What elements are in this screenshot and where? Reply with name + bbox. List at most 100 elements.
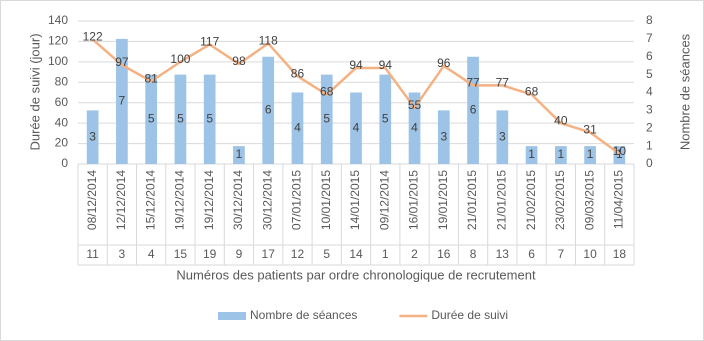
line-value-label: 77 xyxy=(466,76,480,90)
line-value-label: 55 xyxy=(408,98,422,112)
x-tick-label-2: 3 xyxy=(119,247,126,261)
bar xyxy=(320,74,333,164)
line-value-label: 77 xyxy=(496,76,510,90)
line-value-label: 68 xyxy=(320,85,334,99)
x-tick-label-2: 16 xyxy=(437,247,451,261)
bar-value-label: 5 xyxy=(323,111,330,125)
bar-value-label: 1 xyxy=(616,147,623,161)
y2-tick-label: 7 xyxy=(646,31,653,45)
x-tick-label: 15/12/2014 xyxy=(143,170,157,230)
x-tick-label: 09/12/2014 xyxy=(377,170,391,230)
bar xyxy=(145,74,158,164)
bar-value-label: 1 xyxy=(528,147,535,161)
bar xyxy=(525,146,538,164)
bar-value-label: 7 xyxy=(119,94,126,108)
y-tick-label: 80 xyxy=(55,74,69,88)
bar xyxy=(86,110,99,164)
bar xyxy=(467,56,479,164)
x-tick-label: 21/01/2015 xyxy=(465,170,479,230)
x-tick-label: 09/03/2015 xyxy=(582,170,596,230)
x-tick-label-2: 8 xyxy=(470,247,477,261)
line xyxy=(91,38,621,155)
bar xyxy=(408,92,421,164)
x-axis-title: Numéros des patients par ordre chronolog… xyxy=(176,267,536,282)
x-tick-label-2: 11 xyxy=(86,247,99,261)
x-tick-label: 08/12/2014 xyxy=(85,170,99,230)
x-tick-label-2: 19 xyxy=(203,247,217,261)
line-value-label: 100 xyxy=(170,52,190,66)
x-tick-label-2: 5 xyxy=(323,247,330,261)
y2-tick-label: 2 xyxy=(646,120,653,134)
x-tick-label: 19/01/2015 xyxy=(436,170,450,230)
bar-value-label: 3 xyxy=(89,129,96,143)
bar-value-label: 1 xyxy=(557,147,564,161)
x-tick-label: 30/12/2014 xyxy=(231,170,245,230)
x-tick-label: 14/01/2015 xyxy=(348,170,362,230)
x-tick-label: 07/01/2015 xyxy=(290,170,304,230)
line-value-label: 81 xyxy=(144,71,158,85)
y-tick-label: 140 xyxy=(48,13,68,27)
bar-value-label: 1 xyxy=(236,147,243,161)
x-tick-label-2: 14 xyxy=(349,247,363,261)
x-tick-label-2: 9 xyxy=(236,247,243,261)
x-tick-label: 16/01/2015 xyxy=(407,170,421,230)
bar xyxy=(262,56,275,164)
x-tick-label: 19/12/2014 xyxy=(202,170,216,230)
y-tick-label: 20 xyxy=(55,136,69,150)
line-value-label: 96 xyxy=(437,56,451,70)
line-value-label: 94 xyxy=(349,58,363,72)
x-tick-label: 23/02/2015 xyxy=(553,170,567,230)
y2-tick-label: 4 xyxy=(646,85,653,99)
x-tick-label-2: 2 xyxy=(411,247,418,261)
bar xyxy=(613,146,626,164)
y2-tick-label: 8 xyxy=(646,13,653,27)
bar-value-label: 4 xyxy=(294,120,301,134)
y-tick-label: 60 xyxy=(55,95,69,109)
line-value-label: 98 xyxy=(232,54,246,68)
bar-value-label: 3 xyxy=(440,129,447,143)
x-tick-label: 30/12/2014 xyxy=(260,170,274,230)
x-tick-label: 21/01/2015 xyxy=(494,170,508,230)
bar xyxy=(437,110,450,164)
bar-value-label: 4 xyxy=(411,120,418,134)
y-tick-label: 40 xyxy=(55,115,69,129)
legend-label: Nombre de séances xyxy=(250,308,357,322)
bar-value-label: 5 xyxy=(177,111,184,125)
y2-axis-title: Nombre de séances xyxy=(677,33,692,150)
line-value-label: 40 xyxy=(554,113,568,127)
bar xyxy=(350,92,362,164)
line-value-label: 86 xyxy=(291,66,305,80)
x-tick-label: 10/01/2015 xyxy=(319,170,333,230)
legend-swatch xyxy=(218,312,246,320)
legend-label: Durée de suivi xyxy=(431,308,508,322)
line-value-label: 68 xyxy=(525,85,539,99)
y-tick-label: 120 xyxy=(48,34,68,48)
x-tick-label-2: 13 xyxy=(496,247,510,261)
bar-value-label: 5 xyxy=(148,111,155,125)
x-tick-label-2: 7 xyxy=(557,247,564,261)
bar-value-label: 5 xyxy=(206,111,213,125)
y2-tick-label: 5 xyxy=(646,67,653,81)
x-tick-label-2: 6 xyxy=(528,247,535,261)
bar xyxy=(233,146,245,164)
bar-value-label: 4 xyxy=(353,120,360,134)
bar-value-label: 6 xyxy=(470,103,477,117)
x-tick-label-2: 17 xyxy=(262,247,276,261)
y2-tick-label: 6 xyxy=(646,49,653,63)
line-value-label: 31 xyxy=(583,123,597,137)
bar-value-label: 6 xyxy=(265,103,272,117)
x-tick-label-2: 12 xyxy=(291,247,305,261)
x-tick-label-2: 1 xyxy=(382,247,389,261)
x-tick-label: 19/12/2014 xyxy=(173,170,187,230)
x-tick-label-2: 15 xyxy=(174,247,188,261)
x-tick-label: 21/02/2015 xyxy=(524,170,538,230)
bar xyxy=(379,74,392,164)
line-value-label: 94 xyxy=(379,58,393,72)
x-tick-label: 11/04/2015 xyxy=(612,170,626,229)
bar-value-label: 3 xyxy=(499,129,506,143)
y2-tick-label: 1 xyxy=(646,138,653,152)
bar xyxy=(496,110,509,164)
y-tick-label: 0 xyxy=(61,156,68,170)
bar-value-label: 5 xyxy=(382,111,389,125)
